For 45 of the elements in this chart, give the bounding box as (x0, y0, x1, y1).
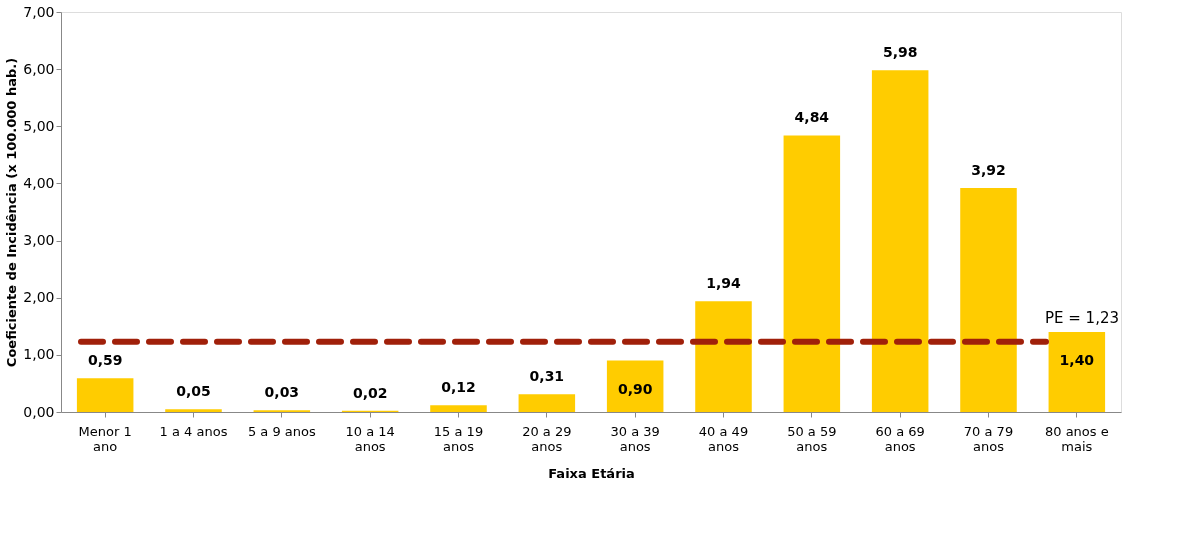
x-tick-label: 5 a 9 anos (247, 423, 316, 439)
x-tick-label: 20 a 29 anos (522, 423, 572, 454)
data-label: 5,98 (882, 44, 918, 61)
x-tick-label: 70 a 79 anos (963, 423, 1014, 454)
bar (606, 360, 664, 412)
x-axis-title: Faixa Etária (548, 465, 635, 481)
bar (430, 405, 487, 412)
x-tick-label: 1 a 4 anos (159, 423, 228, 439)
bar (518, 394, 576, 412)
data-label: 4,84 (794, 109, 830, 126)
bar (960, 188, 1017, 412)
x-tick-label: 30 a 39 anos (610, 423, 660, 454)
data-label: 0,05 (176, 383, 211, 400)
x-tick-label: 60 a 69 anos (875, 423, 925, 454)
x-tick-label: 50 a 59 anos (787, 423, 837, 454)
y-tick-label: 4,00 (23, 174, 55, 191)
ref-line-label: PE = 1,23 (1044, 308, 1119, 327)
x-tick-label: 40 a 49 anos (698, 423, 749, 454)
bar (76, 378, 134, 412)
bar (871, 70, 929, 412)
y-tick-label: 0,00 (23, 403, 55, 420)
bar (695, 301, 752, 412)
data-label: 3,92 (971, 162, 1006, 178)
x-tick-label: 10 a 14 anos (345, 423, 395, 454)
y-tick-label: 5,00 (23, 117, 55, 134)
data-label: 1,94 (706, 275, 742, 292)
data-label: 0,31 (529, 368, 565, 385)
bar (165, 409, 222, 412)
data-label: 0,03 (264, 384, 300, 401)
y-tick-label: 3,00 (23, 232, 55, 249)
y-axis-title: Coeficiente de Incidência (x 100.000 hab.) (4, 57, 20, 368)
bar (783, 135, 841, 412)
y-tick-label: 2,00 (23, 289, 55, 306)
data-label: 0,90 (617, 380, 653, 397)
data-label: 0,59 (87, 352, 123, 369)
y-tick-label: 7,00 (23, 3, 55, 20)
data-label: 0,12 (441, 379, 476, 396)
data-label: 1,40 (1059, 352, 1095, 368)
x-tick-label: Menor 1 ano (78, 423, 132, 454)
y-tick-label: 1,00 (23, 346, 55, 363)
bar (1048, 332, 1106, 412)
x-tick-label: 15 a 19 anos (433, 423, 484, 454)
y-tick-label: 6,00 (23, 60, 55, 77)
x-tick-label: 80 anos e mais (1044, 423, 1109, 454)
data-label: 0,02 (352, 384, 388, 401)
